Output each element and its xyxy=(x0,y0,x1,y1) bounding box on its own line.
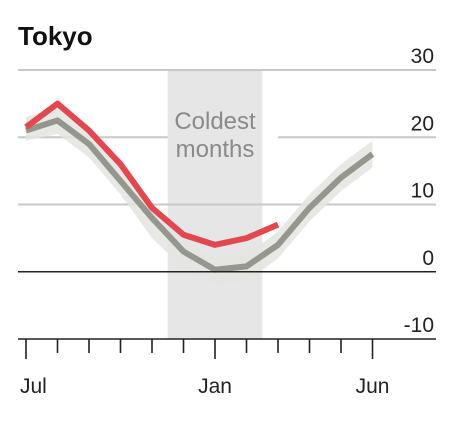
average-series-line xyxy=(25,117,375,273)
coldest-months-label-line-1: months xyxy=(176,136,255,163)
x-tick-label-jun: Jun xyxy=(356,375,390,398)
x-tick-label-jan: Jan xyxy=(198,375,232,398)
axis-layer xyxy=(18,270,436,359)
band-layer xyxy=(26,106,373,286)
y-tick-label-2: 10 xyxy=(411,180,434,203)
chart-title: Tokyo xyxy=(18,21,93,51)
x-tick-label-jul: Jul xyxy=(20,375,47,398)
y-tick-label-3: 0 xyxy=(422,247,434,270)
series-layer xyxy=(24,100,375,273)
average-range-band xyxy=(26,106,373,286)
coldest-months-label-line-0: Coldest xyxy=(174,108,256,135)
y-tick-label-1: 20 xyxy=(411,112,434,135)
y-tick-label-0: 30 xyxy=(411,45,434,68)
y-tick-label-4: -10 xyxy=(404,314,434,337)
